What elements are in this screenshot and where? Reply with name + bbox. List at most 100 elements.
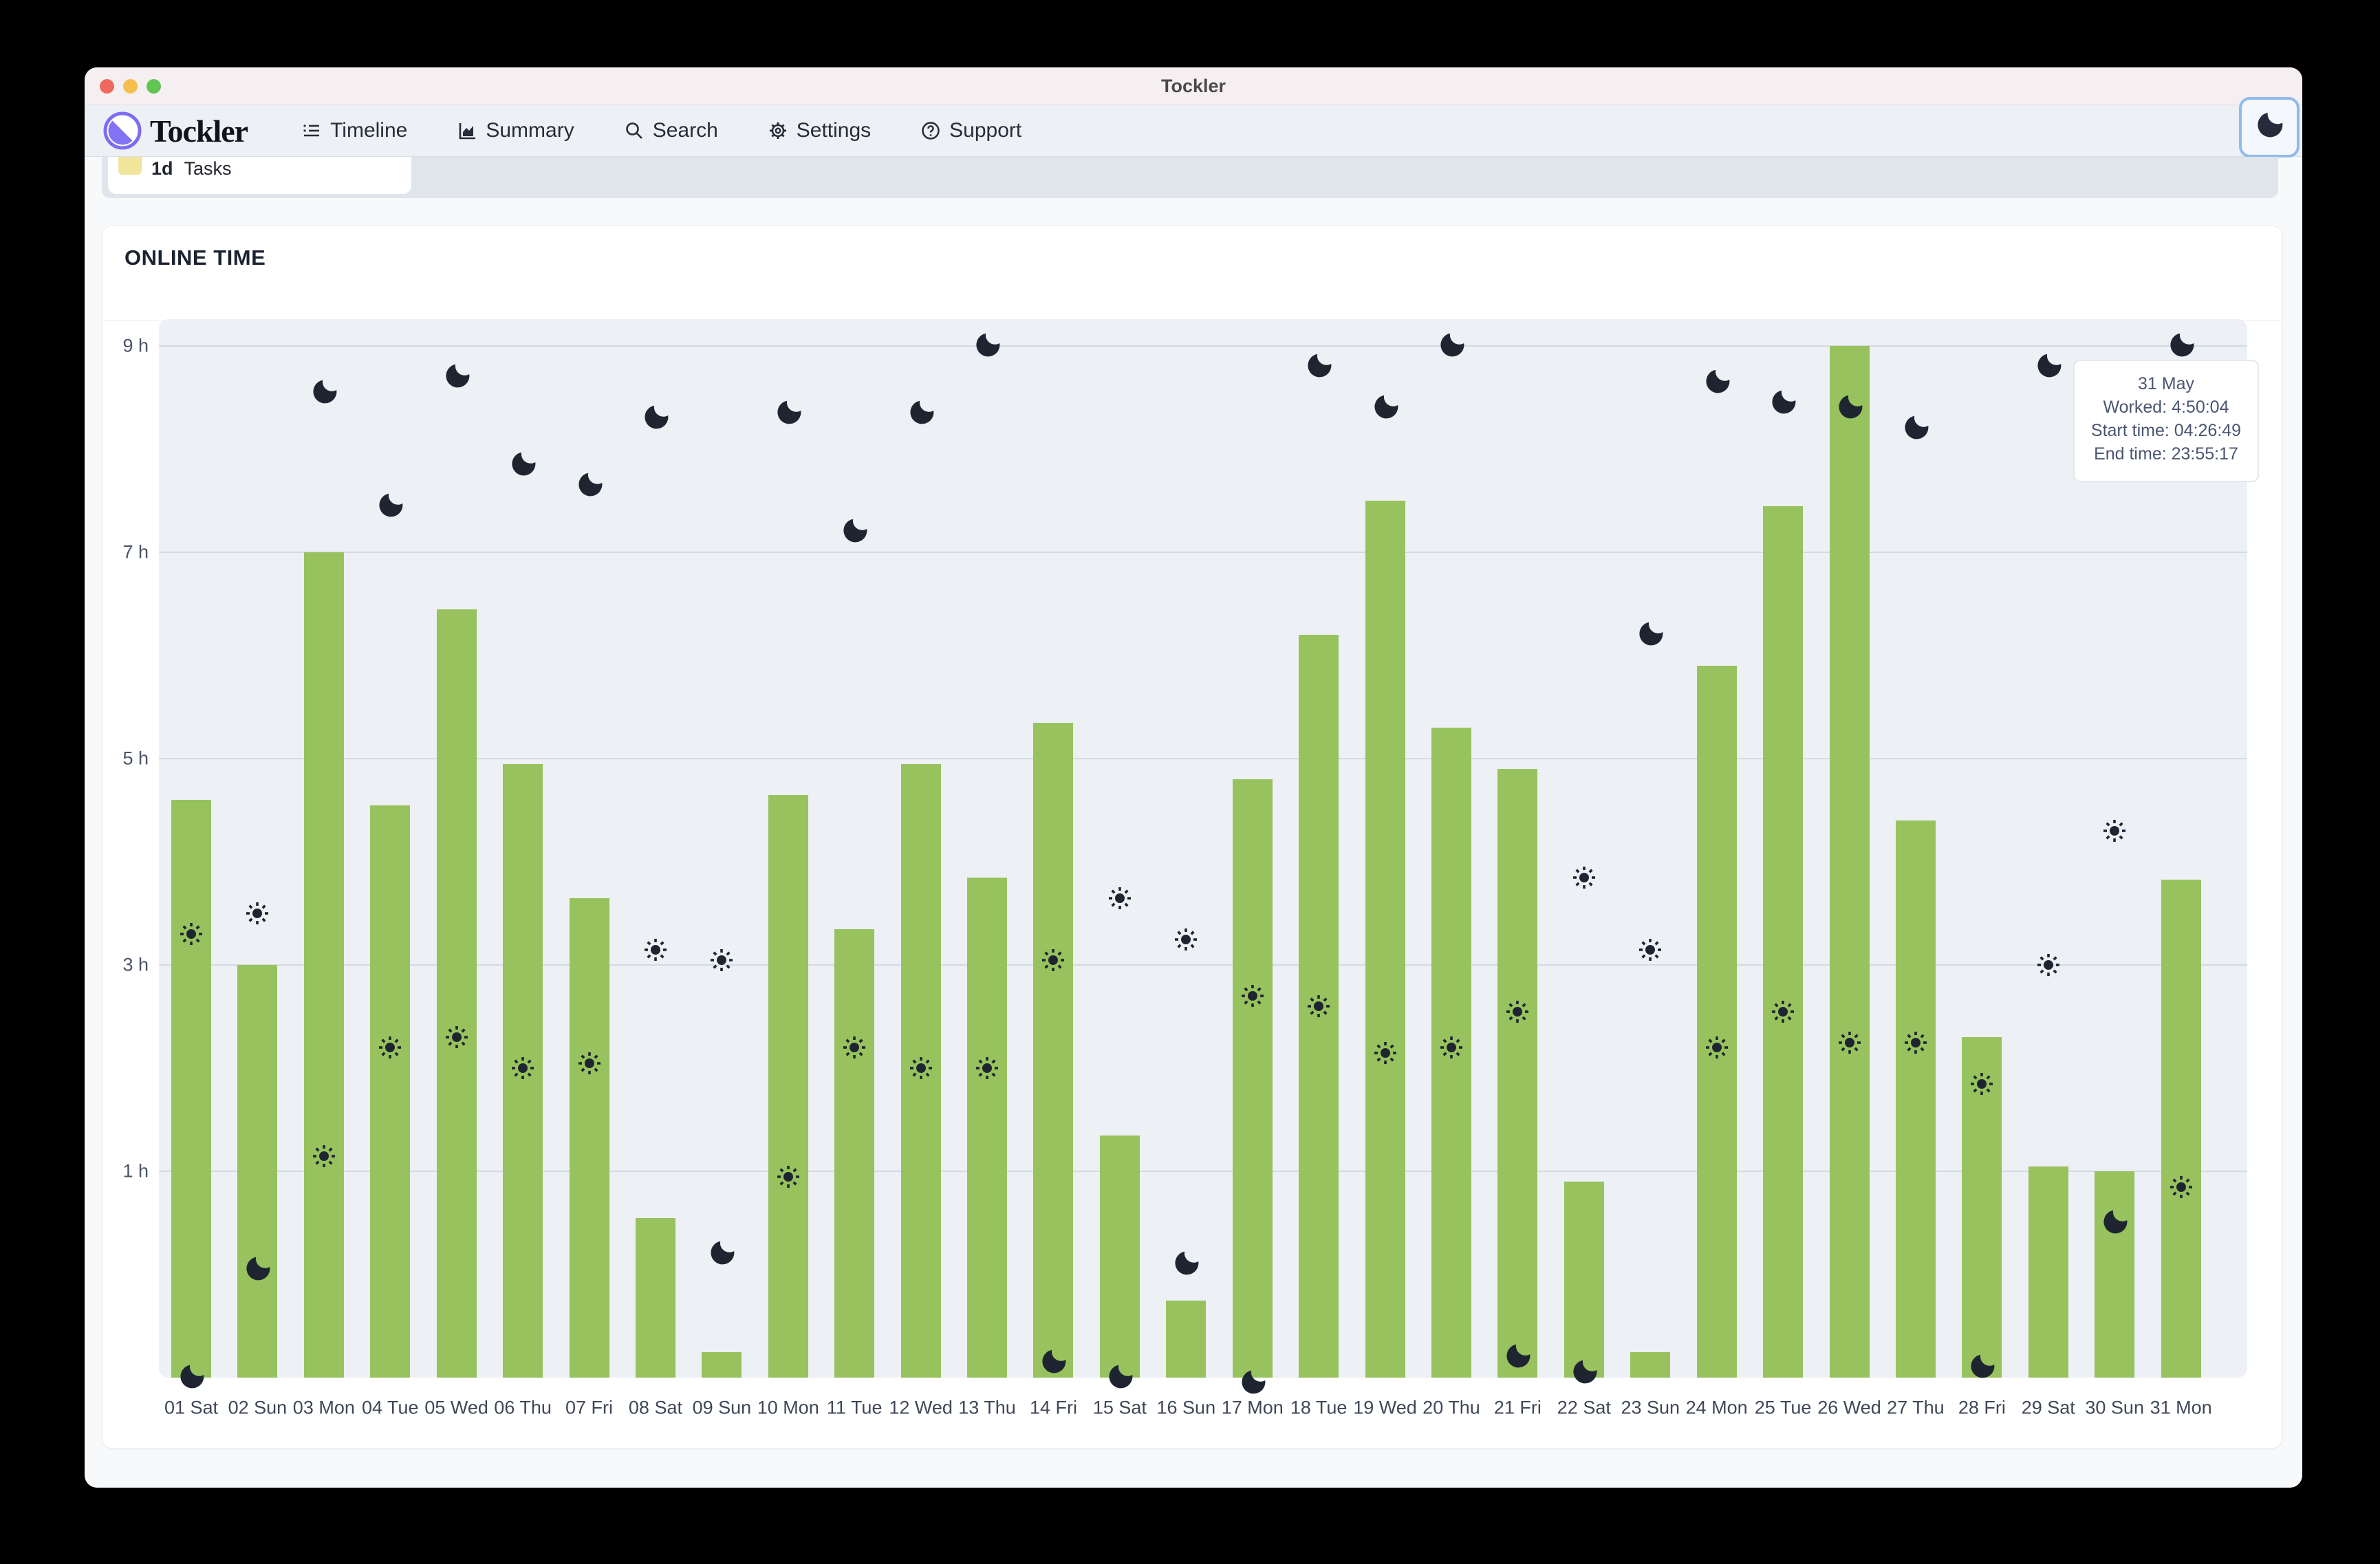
moon-marker-icon[interactable] bbox=[1436, 331, 1467, 361]
sun-marker-icon[interactable] bbox=[508, 1053, 538, 1083]
moon-marker-icon[interactable] bbox=[972, 331, 1002, 361]
moon-marker-icon[interactable] bbox=[1237, 1368, 1268, 1398]
moon-marker-icon[interactable] bbox=[1370, 393, 1400, 423]
close-button[interactable] bbox=[100, 79, 114, 94]
title-bar: Tockler bbox=[85, 67, 2302, 105]
bar-25-tue[interactable] bbox=[1763, 506, 1804, 1378]
bar-07-fri[interactable] bbox=[569, 898, 609, 1378]
sun-marker-icon[interactable] bbox=[839, 1032, 869, 1063]
sun-marker-icon[interactable] bbox=[1702, 1032, 1732, 1063]
moon-marker-icon[interactable] bbox=[1835, 393, 1865, 423]
moon-marker-icon[interactable] bbox=[839, 517, 869, 547]
bar-21-fri[interactable] bbox=[1497, 769, 1538, 1378]
bar-20-thu[interactable] bbox=[1431, 728, 1471, 1378]
moon-marker-icon[interactable] bbox=[1967, 1352, 1997, 1382]
bar-31-mon[interactable] bbox=[2161, 879, 2201, 1378]
bar-09-sun[interactable] bbox=[702, 1351, 742, 1378]
bar-10-mon[interactable] bbox=[768, 794, 808, 1378]
sun-marker-icon[interactable] bbox=[773, 1162, 803, 1192]
sun-marker-icon[interactable] bbox=[176, 919, 206, 949]
moon-marker-icon[interactable] bbox=[1768, 388, 1798, 418]
sun-marker-icon[interactable] bbox=[1237, 981, 1268, 1011]
bar-29-sat[interactable] bbox=[2028, 1166, 2068, 1378]
bar-01-sat[interactable] bbox=[171, 800, 211, 1378]
nav-item-search[interactable]: Search bbox=[624, 119, 718, 142]
bar-24-mon[interactable] bbox=[1696, 666, 1737, 1378]
sun-marker-icon[interactable] bbox=[1370, 1038, 1400, 1068]
sun-marker-icon[interactable] bbox=[1835, 1028, 1865, 1058]
sun-marker-icon[interactable] bbox=[1967, 1069, 1997, 1099]
nav-item-support[interactable]: Support bbox=[920, 119, 1021, 142]
moon-marker-icon[interactable] bbox=[1171, 1249, 1201, 1279]
sun-marker-icon[interactable] bbox=[1635, 935, 1665, 965]
sun-marker-icon[interactable] bbox=[972, 1053, 1002, 1083]
sun-marker-icon[interactable] bbox=[242, 898, 272, 928]
sun-marker-icon[interactable] bbox=[906, 1053, 936, 1083]
nav-item-timeline[interactable]: Timeline bbox=[301, 119, 407, 142]
moon-marker-icon[interactable] bbox=[2166, 331, 2196, 361]
bar-16-sun[interactable] bbox=[1166, 1300, 1207, 1378]
sun-marker-icon[interactable] bbox=[1768, 997, 1798, 1027]
moon-marker-icon[interactable] bbox=[706, 1239, 737, 1269]
bar-15-sat[interactable] bbox=[1099, 1135, 1140, 1378]
bar-03-mon[interactable] bbox=[303, 552, 344, 1378]
sun-marker-icon[interactable] bbox=[442, 1022, 472, 1052]
moon-marker-icon[interactable] bbox=[1569, 1358, 1599, 1388]
moon-marker-icon[interactable] bbox=[1105, 1362, 1135, 1393]
moon-marker-icon[interactable] bbox=[2099, 1208, 2130, 1238]
sun-marker-icon[interactable] bbox=[1569, 862, 1599, 893]
zoom-button[interactable] bbox=[147, 79, 161, 94]
moon-marker-icon[interactable] bbox=[1702, 367, 1732, 398]
bar-08-sat[interactable] bbox=[635, 1217, 675, 1378]
moon-marker-icon[interactable] bbox=[242, 1255, 272, 1285]
bar-19-wed[interactable] bbox=[1365, 501, 1405, 1378]
nav-item-settings[interactable]: Settings bbox=[768, 119, 871, 142]
nav-item-summary[interactable]: Summary bbox=[457, 119, 574, 142]
bar-27-thu[interactable] bbox=[1895, 821, 1936, 1378]
bar-05-wed[interactable] bbox=[436, 609, 477, 1378]
minimize-button[interactable] bbox=[123, 79, 138, 94]
moon-marker-icon[interactable] bbox=[508, 450, 538, 480]
sun-marker-icon[interactable] bbox=[1105, 883, 1135, 913]
sun-marker-icon[interactable] bbox=[2166, 1172, 2196, 1202]
moon-marker-icon[interactable] bbox=[773, 398, 803, 428]
moon-marker-icon[interactable] bbox=[2033, 351, 2064, 382]
bar-14-fri[interactable] bbox=[1033, 722, 1074, 1378]
legend-entry[interactable]: 1d Tasks bbox=[151, 158, 232, 180]
bar-26-wed[interactable] bbox=[1829, 346, 1870, 1378]
sun-marker-icon[interactable] bbox=[375, 1032, 405, 1063]
moon-marker-icon[interactable] bbox=[640, 403, 671, 433]
moon-marker-icon[interactable] bbox=[574, 470, 605, 501]
bar-30-sun[interactable] bbox=[2095, 1171, 2135, 1378]
moon-marker-icon[interactable] bbox=[1901, 413, 1931, 444]
sun-marker-icon[interactable] bbox=[1171, 924, 1201, 955]
sun-marker-icon[interactable] bbox=[706, 945, 737, 975]
moon-marker-icon[interactable] bbox=[309, 378, 339, 408]
moon-marker-icon[interactable] bbox=[442, 362, 472, 392]
moon-marker-icon[interactable] bbox=[1303, 351, 1334, 382]
bar-04-tue[interactable] bbox=[370, 805, 411, 1378]
moon-marker-icon[interactable] bbox=[1502, 1342, 1533, 1372]
sun-marker-icon[interactable] bbox=[1502, 997, 1533, 1027]
bar-13-thu[interactable] bbox=[967, 877, 1008, 1378]
sun-marker-icon[interactable] bbox=[640, 935, 671, 965]
moon-marker-icon[interactable] bbox=[176, 1362, 206, 1393]
moon-marker-icon[interactable] bbox=[375, 491, 405, 521]
bar-17-mon[interactable] bbox=[1232, 779, 1273, 1378]
sun-marker-icon[interactable] bbox=[1901, 1028, 1931, 1058]
sun-marker-icon[interactable] bbox=[1303, 991, 1334, 1021]
moon-marker-icon[interactable] bbox=[1038, 1347, 1068, 1378]
moon-marker-icon[interactable] bbox=[1635, 620, 1665, 650]
bar-11-tue[interactable] bbox=[834, 928, 875, 1378]
bar-02-sun[interactable] bbox=[237, 965, 278, 1378]
theme-toggle-button[interactable] bbox=[2239, 97, 2300, 158]
sun-marker-icon[interactable] bbox=[574, 1048, 605, 1078]
bar-22-sat[interactable] bbox=[1564, 1182, 1604, 1378]
sun-marker-icon[interactable] bbox=[1038, 945, 1068, 975]
sun-marker-icon[interactable] bbox=[309, 1141, 339, 1171]
moon-marker-icon[interactable] bbox=[906, 398, 936, 428]
sun-marker-icon[interactable] bbox=[2099, 816, 2130, 846]
bar-23-sun[interactable] bbox=[1630, 1351, 1671, 1378]
sun-marker-icon[interactable] bbox=[1436, 1032, 1467, 1063]
sun-marker-icon[interactable] bbox=[2033, 950, 2064, 980]
